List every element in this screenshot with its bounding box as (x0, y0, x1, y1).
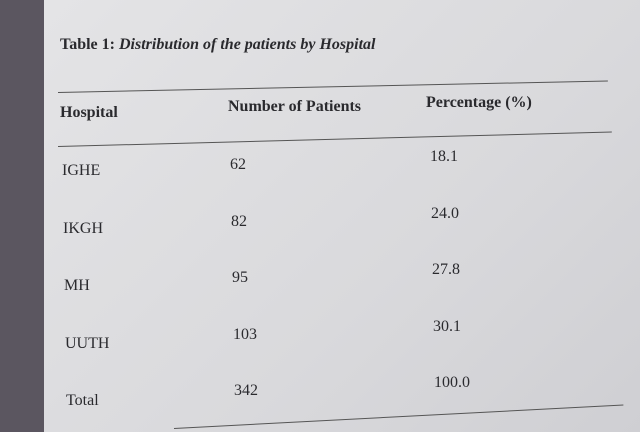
header-rule (57, 131, 612, 147)
table-cell: 103 (233, 325, 257, 343)
table-cell: IGHE (62, 162, 101, 179)
paper: Table 1: Distribution of the patients by… (44, 0, 640, 432)
header-cell: Number of Patients (228, 98, 362, 115)
table-cell: IKGH (63, 219, 103, 237)
caption-label: Table 1: (60, 36, 115, 53)
header-cell: Percentage (%) (426, 94, 532, 111)
table-cell: 27.8 (432, 261, 460, 278)
table-cell: 82 (231, 212, 247, 230)
header-cell: Hospital (60, 104, 118, 121)
table-cell: UUTH (65, 334, 110, 352)
top-rule (57, 80, 608, 93)
table-cell: 100.0 (434, 374, 470, 391)
table-cell: 342 (234, 382, 258, 399)
table-cell: 95 (232, 269, 248, 286)
caption-title: Distribution of the patients by Hospital (118, 36, 376, 53)
bottom-rule (173, 404, 624, 429)
caption: Table 1: Distribution of the patients by… (60, 36, 375, 54)
table-cell: MH (64, 277, 90, 294)
table-cell: Total (66, 392, 99, 409)
table-cell: 62 (230, 156, 246, 173)
table-cell: 18.1 (430, 148, 458, 165)
table-cell: 30.1 (433, 317, 461, 335)
table-cell: 24.0 (431, 204, 459, 222)
